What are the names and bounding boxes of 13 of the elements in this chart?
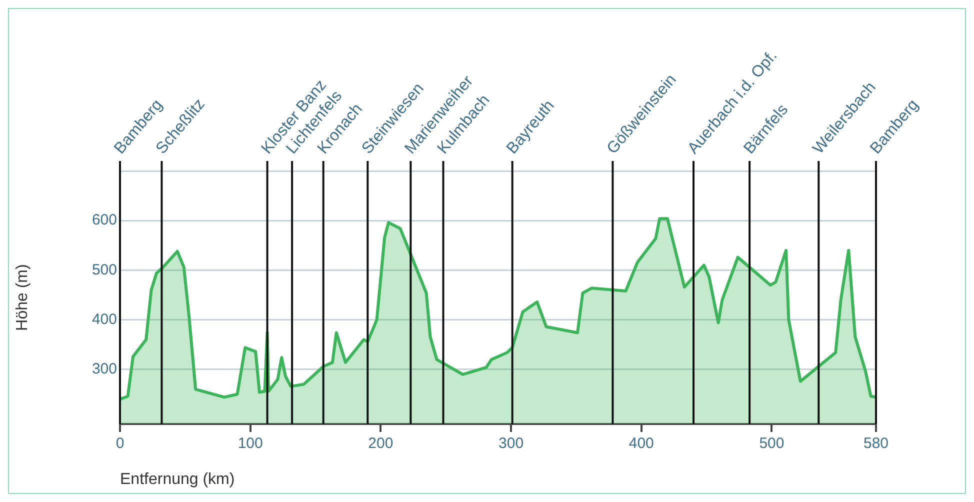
x-axis-title: Entfernung (km) xyxy=(120,470,235,488)
x-tick-label: 400 xyxy=(628,435,654,452)
y-tick-label: 400 xyxy=(92,310,117,328)
y-tick-label: 600 xyxy=(92,212,117,229)
x-tick-label: 580 xyxy=(863,435,889,452)
y-tick-label: 300 xyxy=(92,360,117,378)
x-tick-label: 500 xyxy=(759,435,784,452)
x-tick-label: 100 xyxy=(238,435,263,452)
x-tick-label: 0 xyxy=(116,435,124,452)
x-tick-label: 300 xyxy=(498,435,524,452)
y-axis-title: Höhe (m) xyxy=(14,264,32,331)
y-tick-label: 500 xyxy=(92,261,117,278)
x-tick-label: 200 xyxy=(368,435,394,452)
